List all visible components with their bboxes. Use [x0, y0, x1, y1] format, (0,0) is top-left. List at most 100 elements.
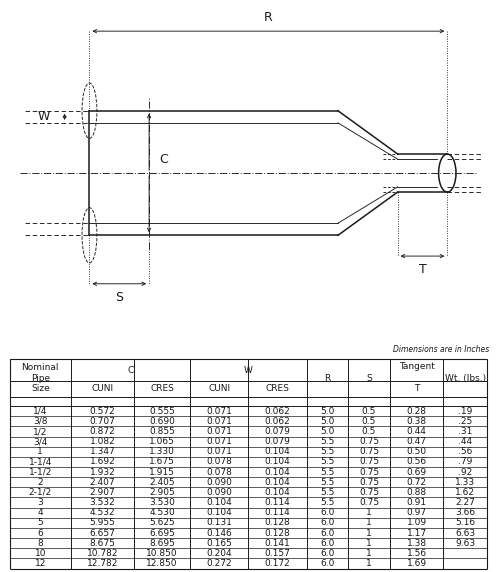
Text: .44: .44: [458, 437, 472, 446]
Text: 0.75: 0.75: [359, 498, 379, 507]
Text: 0.157: 0.157: [265, 549, 291, 558]
Text: 0.071: 0.071: [206, 447, 232, 456]
Text: 2.405: 2.405: [149, 478, 175, 487]
Text: 1/4: 1/4: [33, 407, 48, 416]
Text: 0.062: 0.062: [265, 417, 291, 426]
Text: 0.104: 0.104: [206, 509, 232, 517]
Text: 1.347: 1.347: [89, 447, 115, 456]
Text: 5.0: 5.0: [321, 407, 335, 416]
Text: 2: 2: [37, 478, 43, 487]
Text: R: R: [264, 11, 273, 24]
Text: 6.695: 6.695: [149, 529, 175, 538]
Text: 0.75: 0.75: [359, 437, 379, 446]
Text: 12.782: 12.782: [86, 559, 118, 568]
Text: 0.75: 0.75: [359, 488, 379, 497]
Text: Dimensions are in Inches: Dimensions are in Inches: [393, 345, 490, 355]
Text: .79: .79: [458, 458, 473, 466]
Text: 4.532: 4.532: [89, 509, 115, 517]
Text: 1.17: 1.17: [407, 529, 426, 538]
Text: 5.16: 5.16: [455, 518, 475, 527]
Text: 1: 1: [366, 518, 372, 527]
Text: Tangent: Tangent: [399, 362, 434, 371]
Text: 0.75: 0.75: [359, 458, 379, 466]
Text: 0.69: 0.69: [407, 468, 426, 476]
Text: 0.071: 0.071: [206, 437, 232, 446]
Text: 0.071: 0.071: [206, 417, 232, 426]
Text: 6.657: 6.657: [89, 529, 115, 538]
Text: 0.572: 0.572: [89, 407, 115, 416]
Text: 0.114: 0.114: [265, 498, 291, 507]
Text: 0.855: 0.855: [149, 427, 175, 436]
Text: 5.5: 5.5: [321, 468, 335, 476]
Text: R: R: [325, 374, 331, 383]
Text: 12.850: 12.850: [146, 559, 178, 568]
Text: W: W: [37, 110, 50, 124]
Text: 0.872: 0.872: [89, 427, 115, 436]
Text: 1.56: 1.56: [407, 549, 426, 558]
Text: 0.104: 0.104: [265, 478, 291, 487]
Text: 6.0: 6.0: [321, 518, 335, 527]
Text: 1.082: 1.082: [89, 437, 115, 446]
Text: 2.407: 2.407: [89, 478, 115, 487]
Text: 0.172: 0.172: [265, 559, 291, 568]
Text: 0.114: 0.114: [265, 509, 291, 517]
Text: 4: 4: [37, 509, 43, 517]
Text: 1: 1: [366, 559, 372, 568]
Text: 0.128: 0.128: [265, 518, 291, 527]
Text: 1.065: 1.065: [149, 437, 175, 446]
Text: 0.555: 0.555: [149, 407, 175, 416]
Text: 0.079: 0.079: [265, 427, 291, 436]
Text: 0.090: 0.090: [206, 478, 232, 487]
Text: 3.530: 3.530: [149, 498, 175, 507]
Text: 1.33: 1.33: [455, 478, 475, 487]
Text: 5.5: 5.5: [321, 498, 335, 507]
Text: C: C: [127, 366, 134, 375]
Text: 5.5: 5.5: [321, 488, 335, 497]
Text: 0.104: 0.104: [265, 447, 291, 456]
Text: S: S: [115, 291, 123, 304]
Text: .31: .31: [458, 427, 473, 436]
Text: 0.071: 0.071: [206, 427, 232, 436]
Text: 0.47: 0.47: [407, 437, 426, 446]
Text: .56: .56: [458, 447, 473, 456]
Text: 1.330: 1.330: [149, 447, 175, 456]
Text: 6.0: 6.0: [321, 529, 335, 538]
Text: 8.695: 8.695: [149, 539, 175, 547]
Text: 10.782: 10.782: [86, 549, 118, 558]
Text: 6.0: 6.0: [321, 559, 335, 568]
Text: 0.071: 0.071: [206, 407, 232, 416]
Text: 0.56: 0.56: [407, 458, 426, 466]
Text: 0.75: 0.75: [359, 447, 379, 456]
Text: .25: .25: [458, 417, 472, 426]
Text: S: S: [366, 374, 372, 383]
Text: 1: 1: [366, 539, 372, 547]
Text: 0.141: 0.141: [265, 539, 291, 547]
Text: 1-1/2: 1-1/2: [29, 468, 52, 476]
Text: 5.5: 5.5: [321, 447, 335, 456]
Text: 0.690: 0.690: [149, 417, 175, 426]
Text: CUNI: CUNI: [208, 384, 230, 394]
Text: T: T: [418, 263, 426, 276]
Text: 10: 10: [34, 549, 46, 558]
Text: 0.75: 0.75: [359, 468, 379, 476]
Text: 0.5: 0.5: [362, 417, 376, 426]
Text: 3/8: 3/8: [33, 417, 48, 426]
Text: 1.09: 1.09: [407, 518, 426, 527]
Text: 5.625: 5.625: [149, 518, 175, 527]
Text: 5.0: 5.0: [321, 417, 335, 426]
Text: 0.104: 0.104: [265, 488, 291, 497]
Text: 0.146: 0.146: [206, 529, 232, 538]
Text: 5.5: 5.5: [321, 478, 335, 487]
Text: 0.50: 0.50: [407, 447, 426, 456]
Text: 5.5: 5.5: [321, 458, 335, 466]
Text: W: W: [244, 366, 253, 375]
Text: 1-1/4: 1-1/4: [29, 458, 52, 466]
Text: 1.932: 1.932: [89, 468, 115, 476]
Text: 9.63: 9.63: [455, 539, 475, 547]
Text: 1: 1: [366, 509, 372, 517]
Text: 6.0: 6.0: [321, 539, 335, 547]
Text: 2.907: 2.907: [89, 488, 115, 497]
Text: 4.530: 4.530: [149, 509, 175, 517]
Text: 0.707: 0.707: [89, 417, 115, 426]
Text: 0.38: 0.38: [407, 417, 426, 426]
